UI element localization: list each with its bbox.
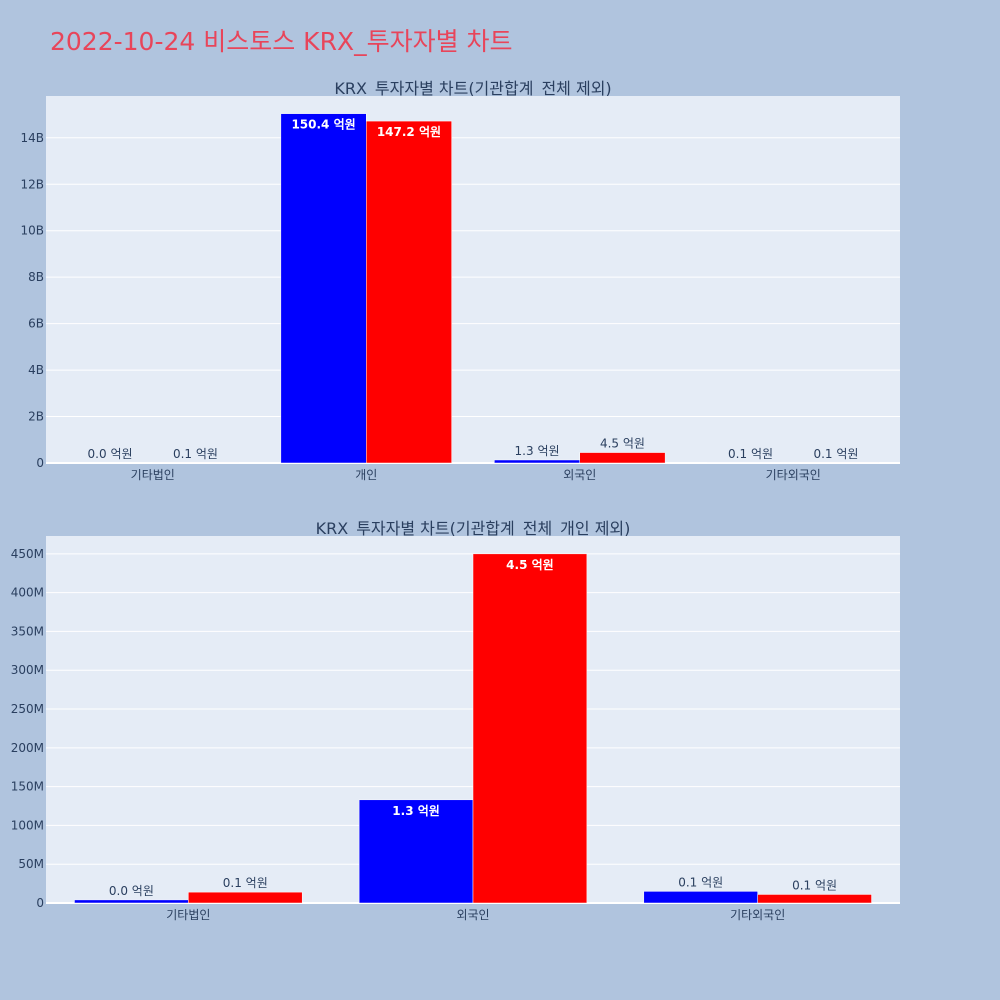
y-tick-label: 450M (11, 547, 44, 561)
x-tick-label: 외국인 (456, 908, 489, 922)
y-tick-label: 50M (18, 857, 44, 871)
chart-top: KRX_투자자별 차트(기관합계_전체 제외) 0 2B 4B 6B 8B 10B 12B 14… (20, 79, 900, 482)
data-label: 1.3 억원 (392, 804, 440, 818)
y-tick-label: 400M (11, 586, 44, 600)
y-tick-label: 6B (28, 317, 44, 331)
data-label: 0.1 억원 (223, 876, 268, 890)
bar (472, 553, 588, 904)
data-label: 4.5 억원 (600, 437, 645, 451)
data-label: 0.0 억원 (88, 447, 133, 461)
data-label: 0.1 억원 (173, 447, 218, 461)
data-label: 0.1 억원 (813, 447, 858, 461)
x-tick-label: 기타법인 (131, 468, 175, 482)
data-label: 150.4 억원 (291, 118, 355, 132)
y-tick-label: 150M (11, 780, 44, 794)
data-label: 0.1 억원 (792, 878, 837, 892)
bar (358, 799, 474, 904)
x-tick-label: 기타법인 (166, 908, 210, 922)
y-tick-label: 250M (11, 702, 44, 716)
data-label: 147.2 억원 (377, 125, 441, 139)
y-tick-label: 0 (36, 456, 44, 470)
y-tick-label: 12B (20, 177, 44, 191)
data-label: 0.1 억원 (678, 875, 723, 889)
bar (366, 120, 452, 464)
data-label: 4.5 억원 (506, 558, 554, 572)
bar (188, 891, 303, 904)
x-tick-label: 외국인 (563, 468, 596, 482)
y-tick-label: 0 (36, 896, 44, 910)
data-label: 0.0 억원 (109, 884, 154, 898)
y-tick-label: 200M (11, 741, 44, 755)
data-label: 1.3 억원 (515, 444, 560, 458)
y-tick-label: 8B (28, 270, 44, 284)
y-tick-label: 4B (28, 363, 44, 377)
x-tick-label: 기타외국인 (730, 908, 785, 922)
y-tick-label: 100M (11, 818, 44, 832)
bar (494, 459, 581, 464)
bar (757, 894, 872, 904)
x-tick-label: 기타외국인 (766, 468, 821, 482)
bar (643, 891, 758, 904)
plot-area (46, 96, 900, 463)
bar (280, 113, 367, 464)
y-tick-label: 10B (20, 224, 44, 238)
data-label: 0.1 억원 (728, 447, 773, 461)
page-title: 2022-10-24 비스토스 KRX_투자자별 차트 (50, 27, 513, 56)
y-tick-label: 14B (20, 131, 44, 145)
chart-title: KRX_투자자별 차트(기관합계_전체_개인 제외) (316, 519, 631, 539)
chart-title: KRX_투자자별 차트(기관합계_전체 제외) (334, 79, 611, 99)
y-tick-label: 2B (28, 410, 44, 424)
bar (74, 899, 189, 904)
x-tick-label: 개인 (355, 468, 377, 482)
y-tick-label: 350M (11, 624, 44, 638)
bar (579, 452, 666, 464)
chart-bottom: KRX_투자자별 차트(기관합계_전체_개인 제외) 0 50M 100M 150M 20… (11, 519, 900, 922)
y-tick-label: 300M (11, 663, 44, 677)
